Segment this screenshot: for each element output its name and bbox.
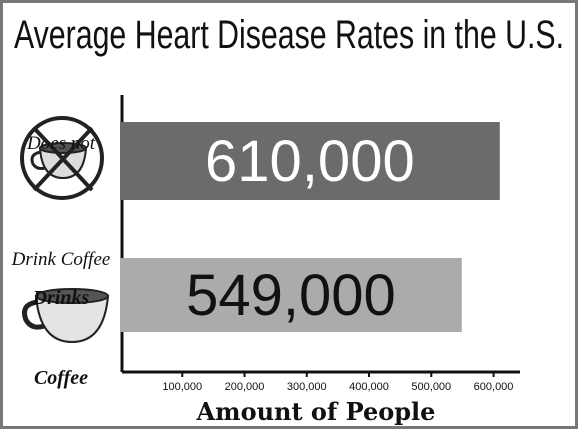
- bar: [120, 122, 500, 200]
- category-label: Drinks Coffee: [32, 287, 90, 389]
- category-label: Does not Drink Coffee: [11, 133, 111, 270]
- x-tick-label: 100,000: [162, 381, 202, 393]
- chart-title: Average Heart Disease Rates in the U.S.: [14, 13, 564, 57]
- x-tick-label: 400,000: [349, 381, 389, 393]
- bar-value-label: 549,000: [186, 263, 396, 328]
- bar-value-label: 610,000: [205, 129, 415, 194]
- x-tick-label: 300,000: [287, 381, 327, 393]
- x-tick-label: 600,000: [474, 381, 514, 393]
- x-tick-label: 500,000: [411, 381, 451, 393]
- no-coffee-icon: [20, 116, 104, 200]
- x-tick-label: 200,000: [225, 381, 265, 393]
- coffee-icon: [22, 288, 110, 344]
- x-axis-label: Amount of People: [196, 397, 436, 426]
- bar: [120, 258, 462, 332]
